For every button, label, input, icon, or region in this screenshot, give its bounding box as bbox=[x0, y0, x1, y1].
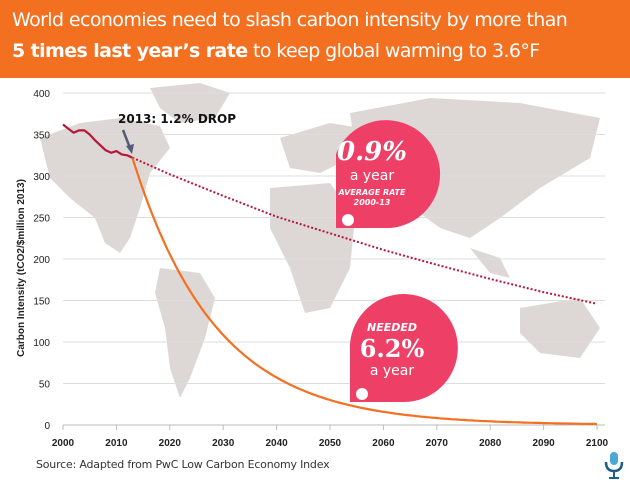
continent-shape bbox=[40, 118, 170, 253]
y-tick-label: 400 bbox=[33, 89, 50, 100]
y-tick-label: 300 bbox=[33, 172, 50, 183]
source-note: Source: Adapted from PwC Low Carbon Econ… bbox=[36, 458, 330, 471]
y-tick-label: 250 bbox=[33, 214, 50, 225]
microphone-icon bbox=[604, 452, 624, 479]
bubble-shape bbox=[350, 294, 458, 402]
x-tick-label: 2010 bbox=[105, 438, 128, 449]
bubble1-value: 0.9% bbox=[337, 137, 407, 167]
continent-shape bbox=[270, 183, 355, 313]
bubble-average-rate: 0.9% a year AVERAGE RATE 2000-13 bbox=[336, 120, 441, 228]
y-tick-label: 200 bbox=[33, 255, 50, 266]
headline-line-2: 5 times last year’s rate to keep global … bbox=[12, 40, 540, 62]
header-banner: World economies need to slash carbon int… bbox=[0, 0, 630, 78]
x-tick-label: 2060 bbox=[372, 438, 395, 449]
bubble1-note2: 2000-13 bbox=[354, 198, 391, 207]
arrow-head-icon bbox=[126, 144, 134, 154]
y-tick-label: 150 bbox=[33, 297, 50, 308]
bubble-shape bbox=[336, 120, 441, 228]
drop-annotation: 2013: 1.2% DROP bbox=[118, 112, 236, 154]
bubble-dot-icon bbox=[342, 214, 354, 226]
x-tick-label: 2090 bbox=[532, 438, 555, 449]
bubble1-note1: AVERAGE RATE bbox=[338, 188, 407, 197]
y-tick-label: 0 bbox=[44, 421, 50, 432]
x-tick-label: 2050 bbox=[319, 438, 342, 449]
bubble2-value: 6.2% bbox=[360, 334, 425, 363]
y-tick-label: 350 bbox=[33, 131, 50, 142]
drop-label: 2013: 1.2% DROP bbox=[118, 112, 236, 126]
continent-shape bbox=[155, 268, 215, 398]
bubble-needed: NEEDED 6.2% a year bbox=[350, 294, 458, 402]
x-tick-label: 2070 bbox=[426, 438, 449, 449]
headline-line-1: World economies need to slash carbon int… bbox=[12, 9, 568, 31]
y-tick-labels: 0 50 100 150 200 250 300 350 400 bbox=[33, 89, 50, 432]
continent-shape bbox=[520, 298, 600, 358]
bubble1-sub: a year bbox=[350, 168, 395, 184]
needed-rate-line bbox=[131, 157, 598, 426]
y-axis-label: Carbon Intensity (tCO2/$million 2013) bbox=[16, 179, 27, 357]
gridlines bbox=[63, 92, 605, 426]
x-tick-label: 2040 bbox=[265, 438, 288, 449]
x-tick-label: 2000 bbox=[52, 438, 75, 449]
average-rate-dotted-line bbox=[131, 156, 598, 305]
continent-shape bbox=[470, 248, 510, 278]
x-tick-label: 2020 bbox=[159, 438, 182, 449]
series-lines bbox=[62, 123, 598, 426]
arrow-icon bbox=[121, 129, 132, 149]
bubble-dot-icon bbox=[356, 388, 368, 400]
headline-rest: to keep global warming to 3.6°F bbox=[247, 40, 540, 62]
chart: 0 50 100 150 200 250 300 350 400 2000 2010 2020 203… bbox=[16, 83, 609, 449]
bubble2-top: NEEDED bbox=[367, 321, 417, 334]
x-tick-label: 2100 bbox=[586, 438, 609, 449]
y-tick-label: 100 bbox=[33, 338, 50, 349]
headline-emphasis: 5 times last year’s rate bbox=[12, 40, 248, 62]
historical-line bbox=[62, 123, 133, 159]
y-tick-label: 50 bbox=[39, 380, 51, 391]
x-tick-labels: 2000 2010 2020 2030 2040 2050 2060 2070 2080 2090… bbox=[52, 425, 609, 449]
bubble2-sub: a year bbox=[370, 363, 415, 379]
x-tick-label: 2030 bbox=[212, 438, 235, 449]
x-tick-label: 2080 bbox=[479, 438, 502, 449]
